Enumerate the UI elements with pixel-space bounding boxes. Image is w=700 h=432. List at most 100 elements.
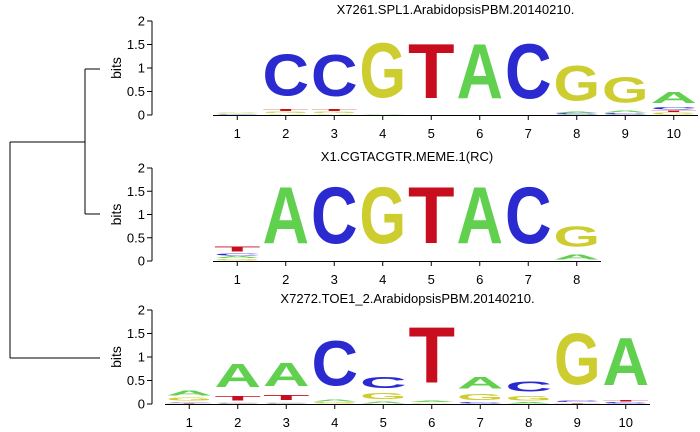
x-tick-label: 10: [619, 415, 633, 430]
logo-column-8: AG: [553, 221, 600, 261]
x-tick-label: 7: [525, 272, 532, 287]
logo-letter-c: C: [360, 373, 407, 391]
logo-letter-a: A: [263, 355, 310, 393]
logo-letter-t: T: [214, 395, 261, 402]
x-tick-label: 2: [282, 126, 289, 141]
logo-letter-t: T: [602, 400, 649, 402]
logo-letter-c: C: [214, 403, 261, 404]
logo-letter-g: G: [214, 113, 261, 114]
y-tick-label: 1: [138, 61, 145, 76]
logo-column-10: CTA: [602, 324, 649, 404]
x-tick-label: 6: [476, 272, 483, 287]
y-tick-label: 0: [138, 397, 145, 412]
logo-letter-g: G: [214, 402, 261, 403]
logo-letter-a: A: [360, 401, 407, 404]
logo-letter-g: G: [359, 172, 406, 262]
logo-letter-g: G: [359, 26, 406, 113]
logo-letter-t: T: [408, 310, 455, 400]
logo-letter-c: C: [602, 113, 649, 115]
y-axis-label: bits: [108, 204, 124, 226]
logo-letter-t: T: [262, 108, 309, 111]
logo-letter-c: C: [554, 401, 601, 403]
logo-panel-1: X7261.SPL1.ArabidopsisPBM.20140210. 0 0.5 1…: [108, 2, 698, 141]
logo-letter-a: A: [457, 373, 504, 392]
logo-letter-c: C: [505, 28, 552, 115]
logo-letter-g: G: [650, 112, 697, 115]
logo-letter-a: A: [456, 28, 503, 115]
x-tick-label: 5: [380, 415, 387, 430]
logo-column-1: CGA: [214, 112, 261, 115]
logo-letter-c: C: [311, 170, 358, 261]
logo-column-7: CGA: [457, 373, 504, 404]
logo-column-3: CGTA: [263, 355, 310, 404]
x-tick-label: 3: [283, 415, 290, 430]
logo-letter-g: G: [311, 112, 358, 114]
y-tick-label: 2: [138, 161, 145, 176]
x-tick-label: 3: [331, 126, 338, 141]
x-tick-label: 9: [622, 126, 629, 141]
x-tick-label: 1: [234, 126, 241, 141]
logo-column-5: AGC: [360, 373, 407, 404]
y-tick-label: 0.5: [127, 373, 145, 388]
logo-column-6: A: [456, 170, 503, 261]
logo-letter-a: A: [311, 399, 358, 402]
logo-title: X7261.SPL1.ArabidopsisPBM.20140210.: [337, 2, 575, 17]
x-tick-label: 9: [574, 415, 581, 430]
logo-letter-c: C: [602, 402, 649, 404]
x-tick-label: 1: [186, 415, 193, 430]
logo-letter-a: A: [505, 402, 552, 404]
logo-letter-t: T: [214, 245, 261, 253]
x-tick-label: 3: [331, 272, 338, 287]
x-tick-label: 10: [667, 126, 681, 141]
logo-letter-g: G: [457, 392, 504, 401]
x-tick-label: 4: [379, 272, 386, 287]
logo-letter-g: G: [554, 319, 601, 401]
logo-letter-a: A: [456, 170, 503, 261]
x-tick-label: 8: [525, 415, 532, 430]
logo-column-5: T: [408, 170, 455, 261]
y-axis-label: bits: [108, 346, 124, 368]
logo-letter-c: C: [214, 114, 261, 115]
logo-column-8: CAG: [553, 55, 600, 115]
logo-letter-a: A: [214, 357, 261, 395]
y-tick-label: 2: [138, 14, 145, 29]
logo-column-2: A: [262, 170, 309, 261]
logo-letter-a: A: [166, 388, 213, 397]
logo-letter-a: A: [553, 253, 600, 261]
logo-letter-c: C: [505, 378, 552, 394]
logo-column-4: GAC: [311, 328, 358, 404]
logo-letter-a: A: [408, 400, 455, 402]
logo-letter-a: A: [214, 112, 261, 113]
x-tick-label: 8: [573, 272, 580, 287]
y-tick-label: 1.5: [127, 326, 145, 341]
logo-column-8: AGC: [505, 378, 552, 404]
logo-title: X7272.TOE1_2.ArabidopsisPBM.20140210.: [280, 291, 534, 306]
logo-column-3: C: [311, 170, 358, 261]
x-tick-label: 1: [234, 272, 241, 287]
x-tick-label: 2: [234, 415, 241, 430]
logo-letter-c: C: [311, 43, 358, 109]
logo-letter-g: G: [553, 55, 600, 111]
logo-letter-c: C: [311, 328, 358, 400]
y-tick-label: 2: [138, 303, 145, 318]
logo-letter-c: C: [166, 402, 213, 403]
logo-column-7: C: [505, 28, 552, 115]
logo-letter-t: T: [166, 403, 213, 404]
logo-letter-g: G: [166, 397, 213, 402]
logo-panel-2: X1.CGTACGTR.MEME.1(RC)00.511.52bits1GACT…: [108, 149, 601, 287]
x-tick-label: 6: [476, 126, 483, 141]
x-tick-label: 4: [331, 415, 338, 430]
logo-letter-c: C: [214, 253, 261, 256]
logo-column-5: T: [408, 28, 455, 115]
y-tick-label: 1.5: [127, 37, 145, 52]
logo-letter-t: T: [554, 403, 601, 404]
logo-column-7: C: [505, 170, 552, 261]
logo-column-2: CGTA: [214, 357, 261, 404]
y-tick-label: 0: [138, 108, 145, 123]
logo-letter-g: G: [263, 402, 310, 403]
logo-letter-a: A: [311, 114, 358, 115]
logo-letter-g: G: [553, 221, 600, 252]
